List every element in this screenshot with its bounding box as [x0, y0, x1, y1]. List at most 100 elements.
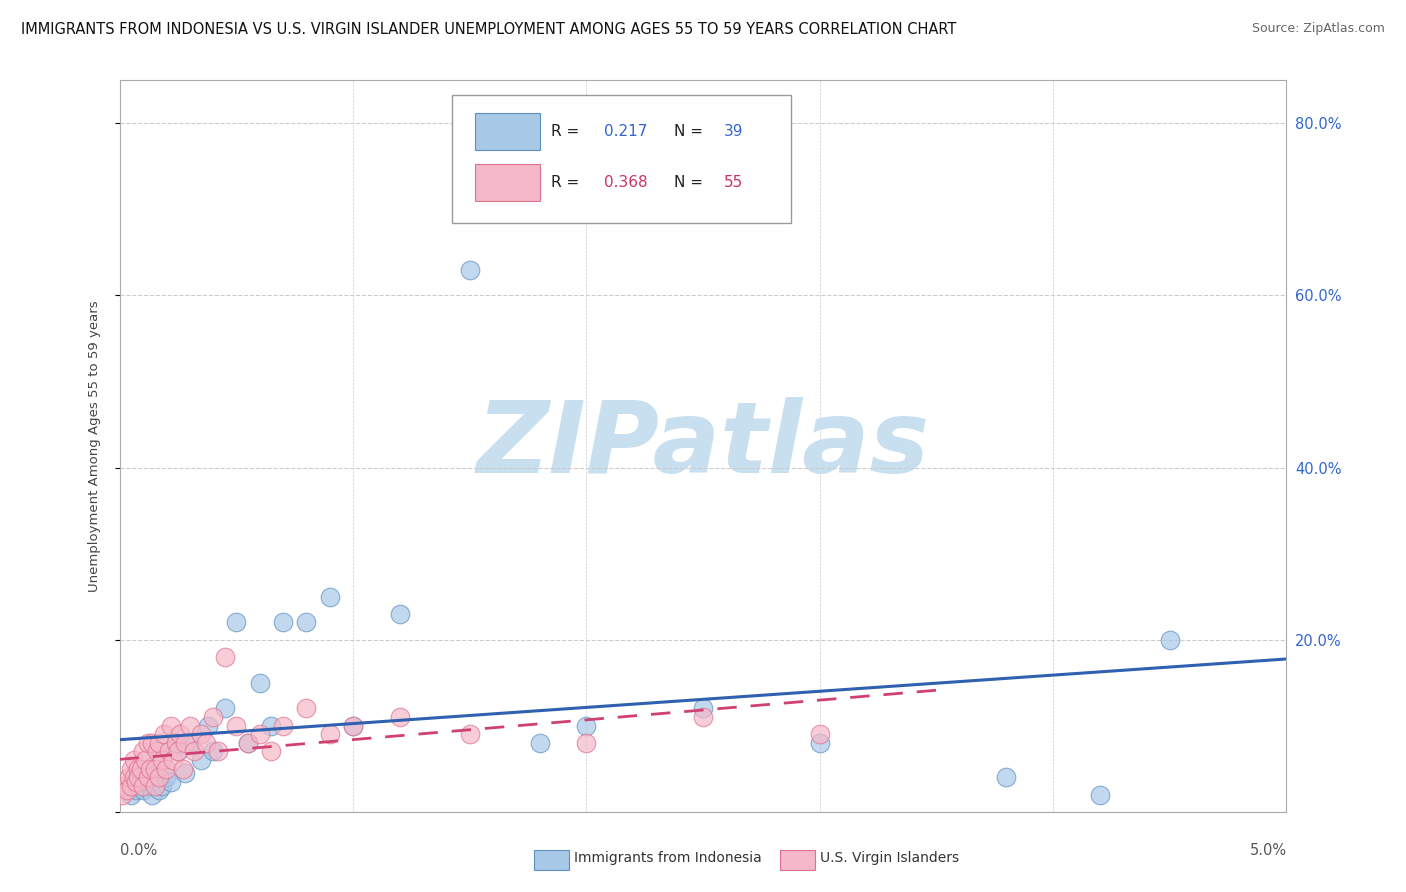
Point [692, 701, 714, 715]
Text: ZIPatlas: ZIPatlas [477, 398, 929, 494]
Point [166, 744, 188, 758]
Text: R =: R = [551, 175, 585, 190]
Point [160, 719, 183, 733]
Point [127, 770, 149, 784]
Point [260, 719, 283, 733]
Point [139, 762, 162, 776]
Point [129, 762, 152, 776]
Point [146, 766, 169, 780]
Point [155, 762, 177, 776]
Point [118, 770, 141, 784]
Point [112, 779, 135, 793]
Point [148, 783, 170, 797]
Point [1159, 632, 1181, 647]
Point [115, 783, 138, 797]
Point [155, 770, 177, 784]
Point [125, 774, 148, 789]
Point [318, 727, 340, 741]
Point [236, 736, 259, 750]
Text: Source: ZipAtlas.com: Source: ZipAtlas.com [1251, 22, 1385, 36]
Point [201, 744, 224, 758]
Point [153, 727, 176, 741]
Point [162, 753, 184, 767]
Point [342, 719, 364, 733]
Point [260, 744, 283, 758]
Point [165, 736, 187, 750]
Point [148, 770, 170, 784]
Point [318, 590, 340, 604]
Text: 0.0%: 0.0% [120, 843, 156, 858]
Point [120, 788, 142, 802]
Point [173, 736, 195, 750]
Point [271, 615, 294, 630]
Point [136, 770, 159, 784]
Text: IMMIGRANTS FROM INDONESIA VS U.S. VIRGIN ISLANDER UNEMPLOYMENT AMONG AGES 55 TO : IMMIGRANTS FROM INDONESIA VS U.S. VIRGIN… [21, 22, 956, 37]
Point [808, 736, 831, 750]
Point [165, 736, 187, 750]
Point [173, 766, 195, 780]
Point [127, 762, 149, 776]
Point [190, 753, 212, 767]
Point [134, 774, 156, 789]
Point [125, 783, 148, 797]
Point [692, 710, 714, 724]
Point [122, 770, 145, 784]
Point [166, 744, 188, 758]
Point [148, 736, 170, 750]
Y-axis label: Unemployment Among Ages 55 to 59 years: Unemployment Among Ages 55 to 59 years [89, 301, 101, 591]
Point [190, 727, 212, 741]
Point [169, 727, 191, 741]
Point [157, 744, 180, 758]
Text: R =: R = [551, 124, 585, 139]
Point [141, 788, 163, 802]
Point [225, 719, 247, 733]
Point [197, 719, 219, 733]
Point [136, 770, 159, 784]
Point [132, 779, 155, 793]
Point [808, 727, 831, 741]
Point [150, 779, 173, 793]
FancyBboxPatch shape [475, 113, 540, 150]
Point [172, 762, 194, 776]
Text: 39: 39 [724, 124, 744, 139]
Point [214, 649, 236, 664]
Point [179, 736, 201, 750]
Point [127, 779, 149, 793]
Point [150, 753, 173, 767]
Point [236, 736, 259, 750]
Point [194, 736, 217, 750]
Point [132, 744, 155, 758]
Point [183, 744, 205, 758]
Point [458, 727, 481, 741]
Point [141, 736, 163, 750]
Point [207, 744, 229, 758]
Point [342, 719, 364, 733]
Point [120, 762, 142, 776]
Point [132, 783, 155, 797]
Text: 5.0%: 5.0% [1250, 843, 1286, 858]
Point [136, 736, 159, 750]
Text: 0.368: 0.368 [603, 175, 647, 190]
Point [143, 779, 166, 793]
Text: U.S. Virgin Islanders: U.S. Virgin Islanders [820, 851, 959, 865]
Point [995, 770, 1018, 784]
Point [249, 727, 271, 741]
Point [139, 779, 162, 793]
Point [295, 615, 318, 630]
Point [179, 719, 201, 733]
FancyBboxPatch shape [453, 95, 790, 223]
Point [295, 701, 318, 715]
Point [575, 736, 598, 750]
Point [575, 719, 598, 733]
Point [388, 710, 411, 724]
Point [458, 262, 481, 277]
Text: Immigrants from Indonesia: Immigrants from Indonesia [574, 851, 762, 865]
Point [146, 744, 169, 758]
Point [271, 719, 294, 733]
Point [120, 779, 142, 793]
Point [143, 762, 166, 776]
Point [160, 774, 183, 789]
Text: N =: N = [673, 175, 707, 190]
Point [122, 753, 145, 767]
Point [1088, 788, 1111, 802]
